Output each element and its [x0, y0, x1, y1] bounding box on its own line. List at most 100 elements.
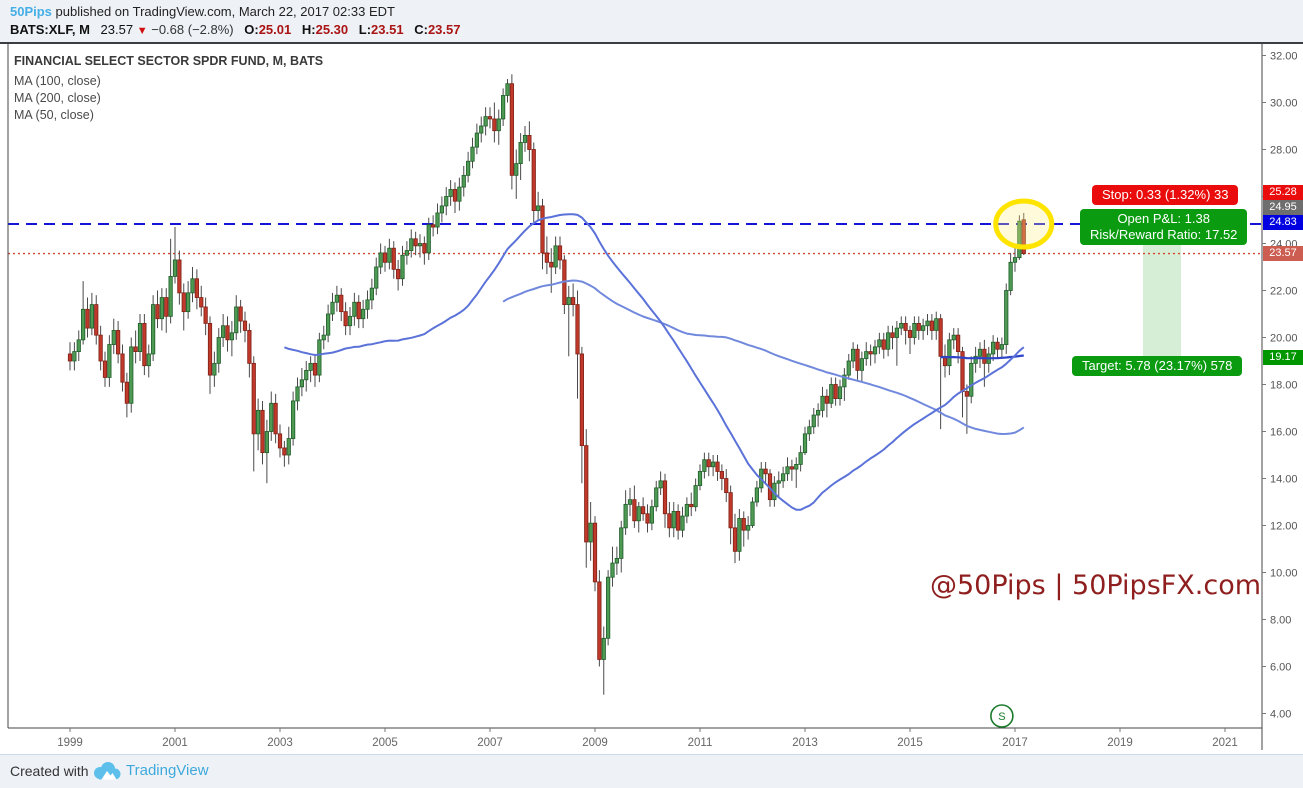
candle-down [728, 492, 733, 529]
publish-header: 50Pips published on TradingView.com, Mar… [0, 0, 1303, 42]
close-value: 23.57 [427, 22, 461, 37]
candle-up [168, 275, 173, 317]
candle-up [798, 452, 803, 465]
candle-up [256, 409, 261, 435]
candle-up [295, 386, 300, 402]
candle-up [947, 339, 952, 367]
y-axis-label: 12.00 [1270, 521, 1298, 533]
candle-up [212, 362, 217, 376]
legend-ma100[interactable]: MA (100, close) [14, 74, 101, 88]
candle-up [334, 294, 339, 303]
candle-down [487, 116, 493, 120]
candle-up [776, 480, 781, 484]
candle-down [540, 205, 545, 254]
y-axis-label: 6.00 [1270, 662, 1291, 674]
candle-up [851, 348, 856, 362]
candle-down [575, 304, 580, 355]
candle-up [76, 339, 81, 353]
candle-up [129, 346, 134, 404]
candle-down [203, 306, 208, 324]
candle-down [1021, 219, 1026, 255]
candle-up [649, 506, 654, 524]
candle-down [509, 83, 514, 176]
candle-down [273, 402, 278, 435]
candle-up [269, 402, 274, 432]
stop-loss-badge[interactable]: Stop: 0.33 (1.32%) 33 [1092, 185, 1239, 205]
candle-up [409, 238, 414, 251]
candle-down [907, 330, 913, 338]
low-label: L: [358, 22, 372, 37]
x-axis-label: 2001 [162, 737, 188, 749]
candle-up [229, 332, 234, 341]
profit-zone-band [1143, 223, 1181, 358]
symbol-label[interactable]: BATS:XLF, M [10, 22, 90, 37]
candle-up [899, 322, 904, 329]
tradingview-brand-link[interactable]: TradingView [126, 762, 209, 779]
y-axis-label: 28.00 [1270, 145, 1298, 157]
candle-up [159, 297, 164, 320]
legend-ma200[interactable]: MA (200, close) [14, 91, 101, 105]
candle-up [216, 337, 221, 364]
last-price: 23.57 [100, 22, 134, 37]
axis-price-tag[interactable]: 24.83 [1263, 214, 1303, 230]
candle-down [251, 362, 256, 435]
legend-ma50[interactable]: MA (50, close) [14, 108, 94, 122]
candle-up [1017, 220, 1022, 259]
y-axis-label: 32.00 [1270, 51, 1298, 63]
candle-up [321, 334, 326, 341]
candle-up [234, 306, 239, 334]
open-pnl-badge[interactable]: Open P&L: 1.38 Risk/Reward Ratio: 17.52 [1080, 209, 1248, 245]
candle-up [317, 339, 322, 376]
split-marker-circle[interactable] [990, 704, 1014, 728]
candle-up [693, 485, 698, 508]
candle-down [667, 513, 672, 529]
candle-up [837, 386, 843, 400]
candle-down [645, 513, 650, 524]
candle-down [177, 259, 182, 294]
y-axis-label: 4.00 [1270, 709, 1291, 721]
ma-line-50 [284, 213, 1025, 511]
author-link[interactable]: 50Pips [10, 4, 52, 19]
byline: 50Pips published on TradingView.com, Mar… [10, 4, 395, 19]
candle-up [794, 463, 799, 470]
candle-down [579, 353, 584, 447]
candle-down [181, 292, 186, 313]
candle-up [680, 515, 685, 531]
target-badge[interactable]: Target: 5.78 (23.17%) 578 [1072, 356, 1243, 376]
candle-up [426, 224, 431, 254]
candle-down [277, 433, 283, 449]
candle-down [396, 268, 401, 280]
candle-down [881, 339, 886, 350]
y-axis-label: 8.00 [1270, 615, 1291, 627]
candle-down [868, 351, 873, 355]
candle-down [356, 301, 361, 320]
candle-up [470, 146, 475, 162]
candle-down [164, 297, 169, 317]
instrument-title[interactable]: FINANCIAL SELECT SECTOR SPDR FUND, M, BA… [14, 54, 324, 68]
axis-price-tag[interactable]: 23.57 [1263, 246, 1303, 261]
x-axis-label: 2003 [267, 737, 293, 749]
candle-up [807, 426, 812, 435]
candle-up [501, 95, 506, 120]
candle-up [151, 304, 156, 355]
tradingview-logo-icon[interactable] [92, 761, 122, 781]
chart-area[interactable]: 32.0030.0028.0026.0024.0022.0020.0018.00… [0, 44, 1303, 788]
candle-up [973, 355, 978, 364]
price-chart-canvas[interactable]: 32.0030.0028.0026.0024.0022.0020.0018.00… [0, 44, 1303, 788]
axis-price-tag[interactable]: 25.28 [1263, 184, 1303, 200]
x-axis-label: 2015 [897, 737, 923, 749]
x-axis-label: 2011 [688, 737, 713, 749]
yellow-highlight-ellipse [993, 198, 1055, 250]
y-axis-label: 30.00 [1270, 98, 1298, 110]
created-with-label: Created with [10, 763, 89, 779]
candle-up [81, 308, 86, 341]
candle-up [111, 330, 116, 345]
candle-up [514, 163, 519, 176]
candle-down [343, 311, 348, 327]
axis-price-tag[interactable]: 19.17 [1263, 349, 1303, 365]
axis-price-tag[interactable]: 24.95 [1263, 199, 1303, 215]
candle-down [741, 518, 746, 531]
candle-down [155, 304, 160, 320]
x-axis-label: 2013 [792, 737, 818, 749]
